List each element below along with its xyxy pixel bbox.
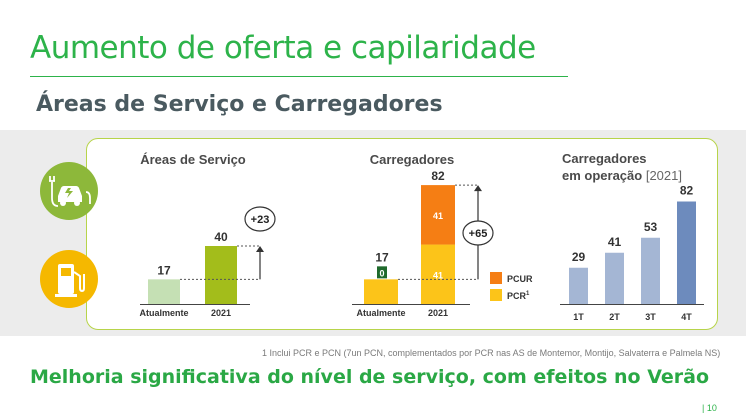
chart1-value-label: 40 [214, 230, 228, 244]
section-subtitle: Áreas de Serviço e Carregadores [36, 92, 443, 117]
chart3-bar-1t [569, 267, 588, 304]
chart2-title: Carregadores [370, 152, 455, 167]
title-rule [30, 76, 568, 77]
chart3-category-label: 1T [573, 312, 584, 322]
chart2-delta-badge [462, 220, 494, 246]
chart2-bar-pcr-2021 [421, 244, 455, 304]
chart2-pcur-segment-label: 41 [433, 211, 443, 221]
page-title: Aumento de oferta e capilaridade [30, 30, 536, 66]
chart1-bar-atualmente [148, 279, 180, 304]
chart2-legend-swatch-pcr [490, 289, 502, 301]
chart3-title-line2: em operação [2021] [562, 168, 682, 183]
chart3-value-label: 41 [608, 235, 622, 249]
chart2-bar-pcr-atualmente [364, 279, 398, 304]
chart2-category-label: 2021 [428, 308, 448, 318]
chart1-category-label: Atualmente [139, 308, 188, 318]
chart3-title-suffix: [2021] [646, 168, 682, 183]
chart2-delta-label: +65 [469, 228, 488, 240]
chart1-delta-badge [244, 206, 276, 232]
chart2-legend-label-pcr: PCR1 [507, 291, 530, 301]
chart2-total-label: 82 [431, 169, 445, 183]
chart3-category-label: 4T [681, 312, 692, 322]
chart2-legend-label-pcur: PCUR [507, 274, 533, 284]
chart1-bar-2021 [205, 246, 237, 304]
chart3-bar-2t [605, 252, 624, 304]
chart2-category-label: Atualmente [356, 308, 405, 318]
chart2-pcr-segment-label: 41 [433, 270, 443, 280]
chart3-title-line1: Carregadores [562, 151, 647, 166]
chart2-bar-pcur-2021 [421, 185, 455, 245]
chart1-category-label: 2021 [211, 308, 231, 318]
page-number-value: 10 [706, 403, 717, 413]
chart2-legend-swatch-pcur [490, 272, 502, 284]
page-number: | 10 [702, 403, 717, 413]
chart3-value-label: 82 [680, 184, 694, 198]
chart1-value-label: 17 [157, 263, 171, 277]
chart2-arrow-head [474, 185, 482, 192]
chart1-delta-label: +23 [251, 214, 270, 226]
chart3-category-label: 3T [645, 312, 656, 322]
ev-charging-car-icon [40, 162, 98, 220]
chart2-pcur-zero-marker [377, 266, 387, 279]
chart2-pcur-segment-label: 0 [379, 268, 384, 278]
chart2-legend-footnote-mark: 1 [526, 291, 530, 297]
chart3-category-label: 2T [609, 312, 620, 322]
chart3-value-label: 29 [572, 250, 586, 264]
chart3-bar-3t [641, 237, 660, 304]
chart1-arrow-head [256, 246, 264, 252]
chart1-title: Áreas de Serviço [140, 152, 246, 167]
chart2-total-label: 17 [375, 250, 389, 264]
chart3-bar-4t [677, 201, 696, 304]
fuel-pump-icon [40, 250, 98, 308]
chart3-value-label: 53 [644, 220, 658, 234]
bottom-message: Melhoria significativa do nível de servi… [30, 366, 709, 388]
footnote: 1 Inclui PCR e PCN (7un PCN, complementa… [262, 348, 721, 358]
